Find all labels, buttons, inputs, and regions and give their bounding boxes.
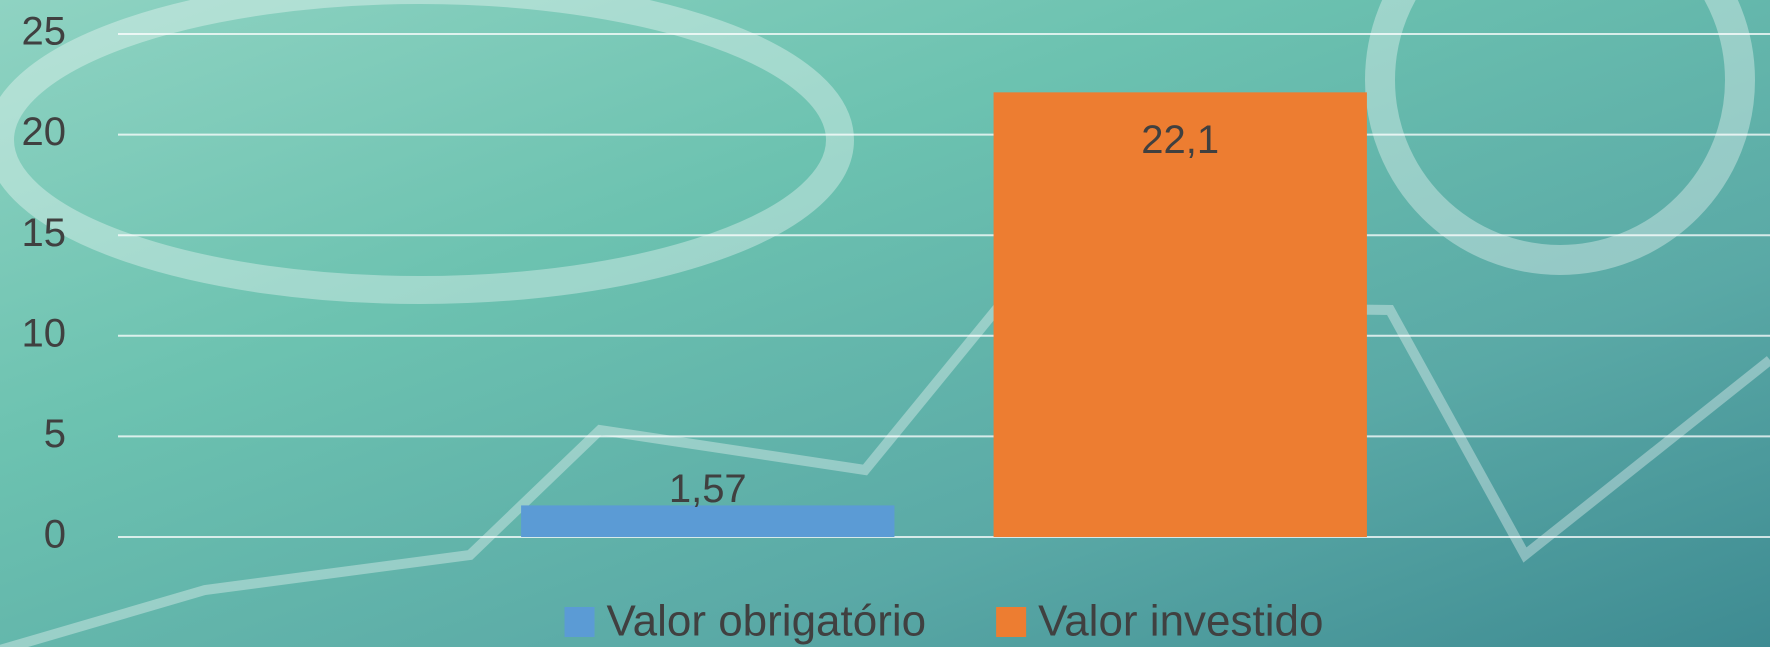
y-tick-label: 10	[22, 311, 67, 355]
y-tick-label: 5	[44, 412, 66, 456]
y-tick-label: 15	[22, 211, 67, 255]
y-tick-label: 20	[22, 110, 67, 154]
legend-label: Valor investido	[1038, 597, 1323, 646]
value-label: 1,57	[669, 467, 747, 511]
legend-swatch	[565, 607, 595, 637]
legend-swatch	[996, 607, 1026, 637]
y-tick-label: 0	[44, 513, 66, 557]
y-tick-label: 25	[22, 10, 67, 54]
background-decoration	[0, 0, 1770, 647]
legend-label: Valor obrigatório	[607, 597, 927, 646]
chart: 0 5 10 15 20 25 1,57 22,1 Valor obrigatório Valor…	[0, 0, 1770, 647]
value-label: 22,1	[1141, 118, 1219, 162]
